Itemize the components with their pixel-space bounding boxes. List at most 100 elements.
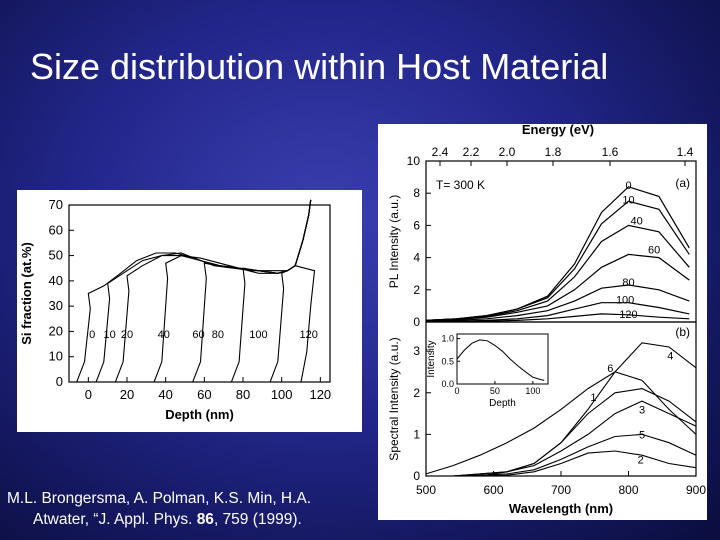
top-axis-label: Energy (eV) [522,124,594,137]
plot-frame [68,204,331,383]
pl-curve-label: 60 [648,245,660,257]
pl-curve-40 [425,224,690,321]
pl-curve-100 [425,302,690,323]
pl-curve-label: 120 [619,309,637,321]
panel-a-label: (a) [675,176,690,190]
y-tick-label: 50 [49,248,63,263]
x-tick-label: 80 [236,387,250,402]
spectral-curve-3 [426,400,697,477]
panel-b-y-tick-label: 0 [413,469,420,483]
pl-curve-80 [425,284,690,322]
spectral-curve-label: 5 [639,429,645,441]
panel-a-y-tick-label: 2 [413,283,420,297]
panel-b-label: (b) [675,325,690,339]
x-axis-label: Depth (nm) [165,407,234,422]
y-tick-label: 20 [49,323,63,338]
pl-curve-10 [425,200,690,321]
inset-y-axis-label: Intensity [426,340,437,377]
spectral-curve-5 [426,433,697,477]
panel-a-y-tick-label: 8 [413,186,420,200]
panel-a-y-tick-label: 0 [413,315,420,329]
pl-spectra-figure: Energy (eV) 2.4 2.2 2.0 1.8 1.6 1.4 0 2 4 6 8 10 PL I… [378,122,707,520]
panel-b-x-tick-label: 700 [551,483,571,497]
x-tick-label: 120 [309,387,331,402]
spectral-curve-label: 6 [607,363,613,375]
x-axis-label: Wavelength (nm) [509,501,613,516]
spectral-curve-label: 2 [638,454,644,466]
energy-tick-label: 2.4 [432,145,449,159]
citation-journal: Atwater, “J. Appl. Phys. [33,511,197,528]
spectral-curve-1 [426,388,697,477]
inset-y-tick-label: 0.0 [441,379,454,389]
y-axis-label: Si fraction (at.%) [19,242,34,345]
panel-a-y-tick-label: 4 [413,251,420,265]
x-tick-label: 100 [271,387,293,402]
pl-curve-label: 40 [630,216,642,228]
y-tick-label: 60 [49,222,63,237]
slide-title: Size distribution within Host Material [30,46,609,87]
curve-label: 20 [121,329,133,341]
inset-frame [456,333,549,385]
x-tick-label: 60 [197,387,211,402]
curve-label: 0 [89,329,95,341]
curve-label: 120 [300,329,318,341]
curve-label: 100 [249,329,267,341]
panel-b-y-axis-label: Spectral Intensity (a.u.) [387,337,401,460]
inset-x-tick-label: 100 [525,386,540,396]
spectral-curve-2 [426,450,697,477]
pl-curve-label: 80 [622,277,634,289]
x-tick-label: 20 [120,387,134,402]
panel-b-x-tick-label: 900 [686,483,706,497]
si-fraction-figure: 0 20 40 60 80 100 120 0 10 20 30 40 50 60 70 Depth (nm)… [17,190,362,432]
energy-tick-label: 2.0 [499,145,516,159]
citation-volume: 86 [196,511,214,528]
inset-x-tick-label: 50 [490,386,500,396]
energy-tick-label: 2.2 [463,145,480,159]
spectral-curve-label: 3 [639,404,645,416]
inset-y-tick-label: 1.0 [441,334,454,344]
panel-b-y-tick-label: 2 [413,386,420,400]
inset-x-tick-label: 0 [454,386,459,396]
profile-line-60 [192,199,312,383]
panel-b-x-tick-label: 800 [618,483,638,497]
citation-line1: M.L. Brongersma, A. Polman, K.S. Min, H.… [7,490,312,507]
pl-curve-label: 0 [625,180,631,192]
y-tick-label: 10 [49,349,63,364]
spectral-curve-label: 1 [590,392,596,404]
curve-label: 80 [212,329,224,341]
inset-curve [456,339,545,381]
panel-a-y-tick-label: 6 [413,218,420,232]
inset-y-tick-label: 0.5 [441,356,454,366]
spectral-curve-6 [425,371,697,475]
panel-b-y-tick-label: 3 [413,344,420,358]
x-tick-label: 0 [85,387,92,402]
pl-curve-label: 100 [616,294,634,306]
y-tick-label: 0 [56,374,63,389]
citation-pages: , 759 (1999). [213,511,302,528]
panel-a-y-tick-label: 10 [407,154,421,168]
energy-tick-label: 1.4 [677,145,694,159]
curve-label: 10 [103,329,115,341]
energy-tick-label: 1.8 [545,145,562,159]
temperature-annotation: T= 300 K [436,178,485,192]
profile-line-40 [153,199,312,383]
profile-line-20 [114,199,312,383]
pl-curve-60 [425,253,690,322]
profile-line-120 [294,199,316,383]
energy-tick-label: 1.6 [602,145,619,159]
profile-line-0 [76,199,312,383]
panel-a-y-axis-label: PL Intensity (a.u.) [387,195,401,289]
profile-line-80 [230,199,312,383]
profile-line-100 [269,199,312,383]
citation: M.L. Brongersma, A. Polman, K.S. Min, H.… [7,488,311,530]
y-tick-label: 30 [49,298,63,313]
panel-b-x-tick-label: 600 [483,483,503,497]
curve-label: 60 [192,329,204,341]
curve-label: 40 [158,329,170,341]
inset-x-axis-label: Depth [489,398,516,409]
spectral-curve-label: 4 [667,350,673,362]
citation-line2: Atwater, “J. Appl. Phys. 86, 759 (1999). [7,509,311,530]
y-tick-label: 40 [49,273,63,288]
